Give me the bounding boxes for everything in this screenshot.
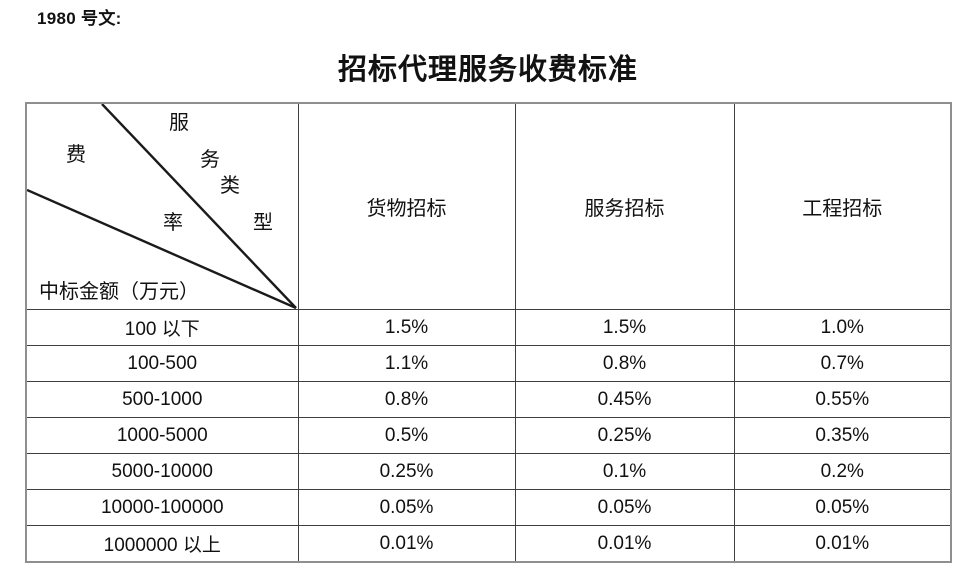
table-row: 100-500 1.1% 0.8% 0.7% — [25, 345, 952, 382]
table-row: 5000-10000 0.25% 0.1% 0.2% — [25, 453, 952, 490]
rate-cell: 0.2% — [733, 453, 952, 490]
amount-axis-label: 中标金额（万元） — [39, 281, 199, 303]
rate-cell: 0.35% — [733, 417, 952, 454]
rate-cell: 0.5% — [297, 417, 516, 454]
fee-standard-table: 服 务 类 型 费 率 中标金额（万元） 货物招标 服务招标 工程招标 100 … — [25, 102, 952, 563]
service-type-char-2: 务 — [200, 149, 220, 171]
table-row: 1000-5000 0.5% 0.25% 0.35% — [25, 417, 952, 454]
col-header-goods: 货物招标 — [297, 102, 516, 310]
rate-cell: 0.25% — [297, 453, 516, 490]
corner-box: 服 务 类 型 费 率 中标金额（万元） — [27, 104, 297, 309]
amount-range-cell: 100 以下 — [25, 309, 299, 346]
table-row: 10000-100000 0.05% 0.05% 0.05% — [25, 489, 952, 526]
fee-rate-char-1: 费 — [66, 144, 86, 166]
rate-cell: 0.55% — [733, 381, 952, 418]
rate-cell: 0.01% — [733, 525, 952, 563]
service-type-char-4: 型 — [253, 212, 273, 234]
rate-cell: 1.5% — [514, 309, 735, 346]
rate-cell: 1.0% — [733, 309, 952, 346]
service-type-char-3: 类 — [220, 175, 240, 197]
col-header-services: 服务招标 — [514, 102, 735, 310]
rate-cell: 1.5% — [297, 309, 516, 346]
rate-cell: 0.1% — [514, 453, 735, 490]
rate-cell: 0.01% — [297, 525, 516, 563]
diagonal-lines-icon — [27, 104, 297, 309]
corner-header-cell: 服 务 类 型 费 率 中标金额（万元） — [25, 102, 299, 310]
amount-range-cell: 10000-100000 — [25, 489, 299, 526]
rate-cell: 0.8% — [514, 345, 735, 382]
col-header-works: 工程招标 — [733, 102, 952, 310]
header-row: 服 务 类 型 费 率 中标金额（万元） 货物招标 服务招标 工程招标 — [25, 102, 952, 310]
amount-range-cell: 100-500 — [25, 345, 299, 382]
amount-range-cell: 1000-5000 — [25, 417, 299, 454]
rate-cell: 0.05% — [733, 489, 952, 526]
amount-range-cell: 500-1000 — [25, 381, 299, 418]
service-type-char-1: 服 — [169, 112, 189, 134]
amount-range-cell: 5000-10000 — [25, 453, 299, 490]
page-title: 招标代理服务收费标准 — [337, 54, 638, 86]
table-row: 100 以下 1.5% 1.5% 1.0% — [25, 309, 952, 346]
table-row: 1000000 以上 0.01% 0.01% 0.01% — [25, 525, 952, 563]
fee-rate-char-2: 率 — [163, 212, 183, 234]
rate-cell: 0.45% — [514, 381, 735, 418]
amount-range-cell: 1000000 以上 — [25, 525, 299, 563]
doc-number: 1980 号文: — [37, 9, 122, 28]
rate-cell: 0.8% — [297, 381, 516, 418]
rate-cell: 0.01% — [514, 525, 735, 563]
rate-cell: 0.05% — [514, 489, 735, 526]
rate-cell: 0.7% — [733, 345, 952, 382]
rate-cell: 0.05% — [297, 489, 516, 526]
rate-cell: 1.1% — [297, 345, 516, 382]
rate-cell: 0.25% — [514, 417, 735, 454]
table-row: 500-1000 0.8% 0.45% 0.55% — [25, 381, 952, 418]
